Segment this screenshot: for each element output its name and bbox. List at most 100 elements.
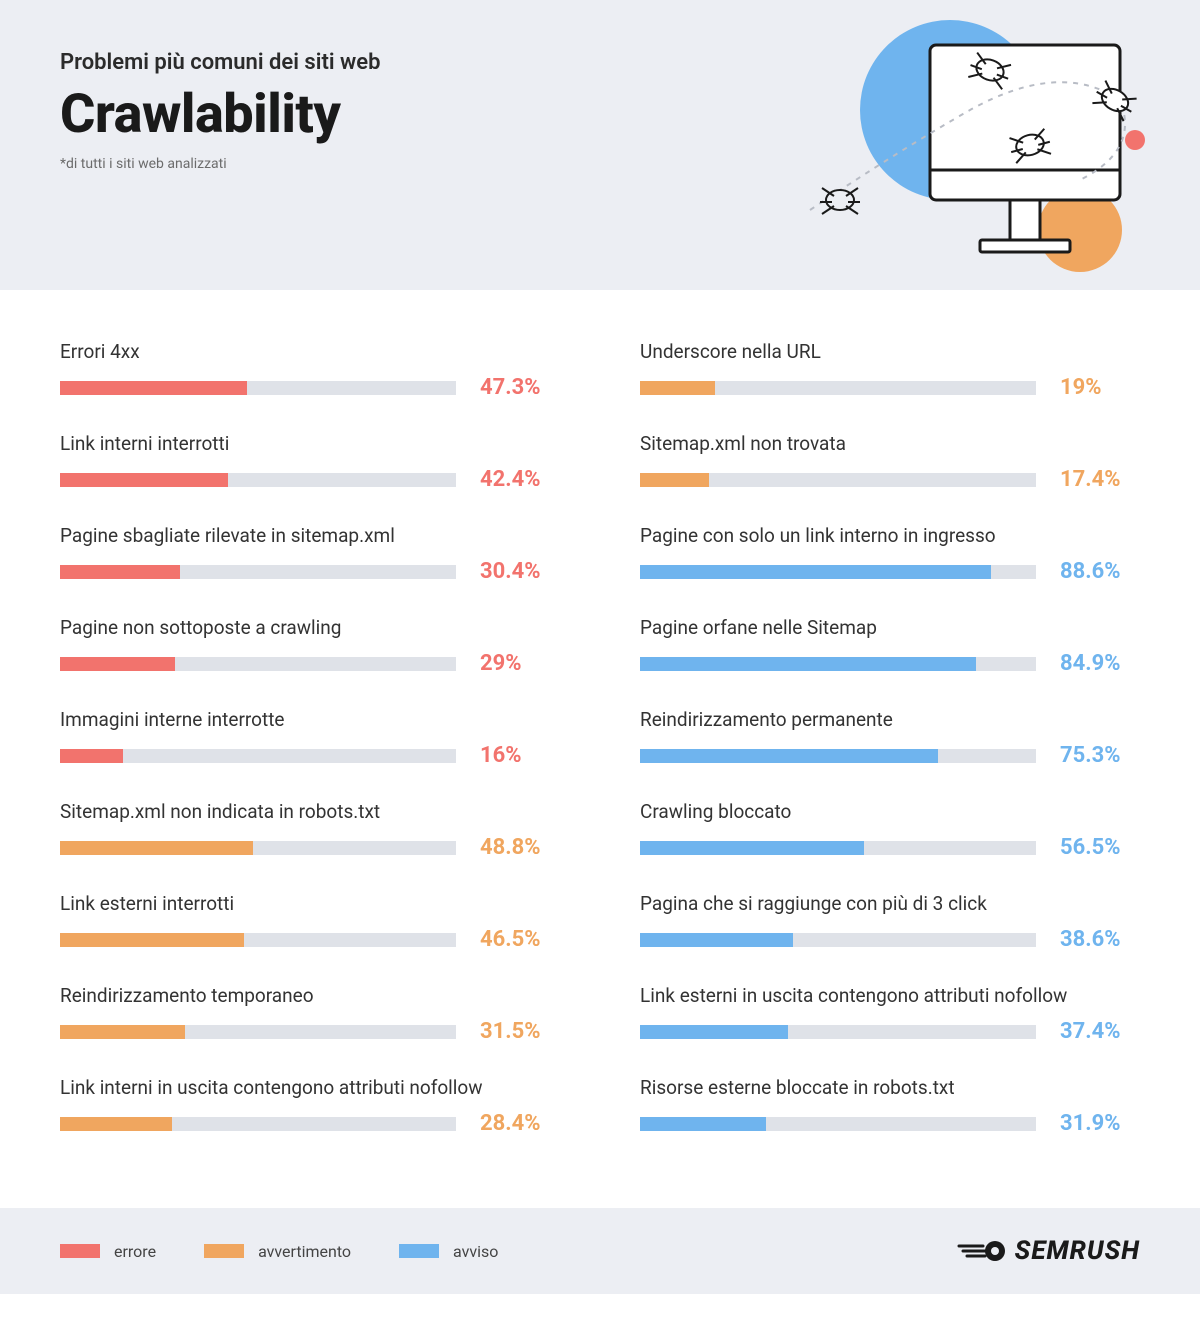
bar-item: Sitemap.xml non trovata 17.4% <box>640 432 1140 492</box>
bar-row: 17.4% <box>640 467 1140 492</box>
bar-percent: 28.4% <box>480 1111 560 1136</box>
red-dot-icon <box>1125 130 1145 150</box>
bar-percent: 31.5% <box>480 1019 560 1044</box>
bar-percent: 84.9% <box>1060 651 1140 676</box>
bar-percent: 19% <box>1060 375 1140 400</box>
bar-fill <box>640 381 715 395</box>
legend-label: errore <box>114 1242 156 1261</box>
right-column: Underscore nella URL 19% Sitemap.xml non t… <box>640 340 1140 1168</box>
bar-fill <box>60 473 228 487</box>
bar-fill <box>640 1117 766 1131</box>
bar-track <box>60 381 456 395</box>
bar-percent: 42.4% <box>480 467 560 492</box>
bar-track <box>60 841 456 855</box>
bar-label: Link interni interrotti <box>60 432 560 455</box>
bar-fill <box>640 933 793 947</box>
bar-fill <box>640 473 709 487</box>
bar-label: Crawling bloccato <box>640 800 1140 823</box>
bar-track <box>60 933 456 947</box>
bar-track <box>640 933 1036 947</box>
bar-label: Sitemap.xml non trovata <box>640 432 1140 455</box>
bar-fill <box>60 381 247 395</box>
bar-percent: 31.9% <box>1060 1111 1140 1136</box>
bar-label: Underscore nella URL <box>640 340 1140 363</box>
bar-label: Reindirizzamento permanente <box>640 708 1140 731</box>
bar-percent: 88.6% <box>1060 559 1140 584</box>
bar-fill <box>640 749 938 763</box>
bar-label: Pagine sbagliate rilevate in sitemap.xml <box>60 524 560 547</box>
bar-percent: 30.4% <box>480 559 560 584</box>
bar-row: 47.3% <box>60 375 560 400</box>
bar-percent: 37.4% <box>1060 1019 1140 1044</box>
bar-row: 46.5% <box>60 927 560 952</box>
bar-item: Sitemap.xml non indicata in robots.txt 48… <box>60 800 560 860</box>
bar-row: 38.6% <box>640 927 1140 952</box>
bar-track <box>640 657 1036 671</box>
bar-label: Pagina che si raggiunge con più di 3 cli… <box>640 892 1140 915</box>
bar-label: Risorse esterne bloccate in robots.txt <box>640 1076 1140 1099</box>
bar-percent: 46.5% <box>480 927 560 952</box>
bar-track <box>640 1025 1036 1039</box>
left-column: Errori 4xx 47.3% Link interni interrotti 42… <box>60 340 560 1168</box>
bar-item: Pagine non sottoposte a crawling 29% <box>60 616 560 676</box>
legend: errore avvertimento avviso <box>60 1242 498 1261</box>
content: Errori 4xx 47.3% Link interni interrotti 42… <box>0 290 1200 1208</box>
bar-row: 88.6% <box>640 559 1140 584</box>
bar-fill <box>640 1025 788 1039</box>
bar-row: 56.5% <box>640 835 1140 860</box>
bar-row: 31.9% <box>640 1111 1140 1136</box>
bar-percent: 38.6% <box>1060 927 1140 952</box>
brand-text: SEMRUSH <box>1015 1236 1140 1266</box>
bar-fill <box>60 1117 172 1131</box>
bar-track <box>60 1117 456 1131</box>
legend-swatch <box>204 1244 244 1258</box>
legend-item: avvertimento <box>204 1242 351 1261</box>
footer: errore avvertimento avviso SEMRUSH <box>0 1208 1200 1294</box>
bar-track <box>60 473 456 487</box>
bar-item: Pagine con solo un link interno in ingre… <box>640 524 1140 584</box>
legend-swatch <box>399 1244 439 1258</box>
bar-percent: 48.8% <box>480 835 560 860</box>
bar-track <box>60 749 456 763</box>
bar-item: Reindirizzamento temporaneo31.5% <box>60 984 560 1044</box>
bar-percent: 17.4% <box>1060 467 1140 492</box>
bar-label: Pagine con solo un link interno in ingre… <box>640 524 1140 547</box>
bar-item: Pagine sbagliate rilevate in sitemap.xml… <box>60 524 560 584</box>
bar-label: Link esterni interrotti <box>60 892 560 915</box>
bar-label: Link esterni in uscita contengono attrib… <box>640 984 1140 1007</box>
bar-row: 42.4% <box>60 467 560 492</box>
bar-track <box>640 841 1036 855</box>
bar-track <box>60 657 456 671</box>
bar-fill <box>640 841 864 855</box>
bar-row: 48.8% <box>60 835 560 860</box>
bar-row: 84.9% <box>640 651 1140 676</box>
bar-label: Pagine non sottoposte a crawling <box>60 616 560 639</box>
bar-fill <box>60 657 175 671</box>
bar-track <box>60 1025 456 1039</box>
bar-fill <box>640 657 976 671</box>
bar-row: 19% <box>640 375 1140 400</box>
header-illustration <box>660 0 1160 290</box>
bar-item: Link interni in uscita contengono attrib… <box>60 1076 560 1136</box>
legend-item: avviso <box>399 1242 498 1261</box>
bar-item: Pagine orfane nelle Sitemap84.9% <box>640 616 1140 676</box>
header: Problemi più comuni dei siti web Crawlab… <box>0 0 1200 290</box>
bar-item: Risorse esterne bloccate in robots.txt 31… <box>640 1076 1140 1136</box>
bar-row: 75.3% <box>640 743 1140 768</box>
bar-row: 29% <box>60 651 560 676</box>
bar-item: Reindirizzamento permanente 75.3% <box>640 708 1140 768</box>
spider-icon <box>820 188 860 214</box>
bar-track <box>640 473 1036 487</box>
legend-swatch <box>60 1244 100 1258</box>
bar-label: Errori 4xx <box>60 340 560 363</box>
bar-row: 16% <box>60 743 560 768</box>
bar-label: Link interni in uscita contengono attrib… <box>60 1076 560 1099</box>
bar-label: Sitemap.xml non indicata in robots.txt <box>60 800 560 823</box>
bar-fill <box>60 565 180 579</box>
bar-item: Underscore nella URL 19% <box>640 340 1140 400</box>
bar-label: Immagini interne interrotte <box>60 708 560 731</box>
bar-item: Crawling bloccato 56.5% <box>640 800 1140 860</box>
bar-item: Link interni interrotti 42.4% <box>60 432 560 492</box>
bar-percent: 75.3% <box>1060 743 1140 768</box>
bar-track <box>640 565 1036 579</box>
